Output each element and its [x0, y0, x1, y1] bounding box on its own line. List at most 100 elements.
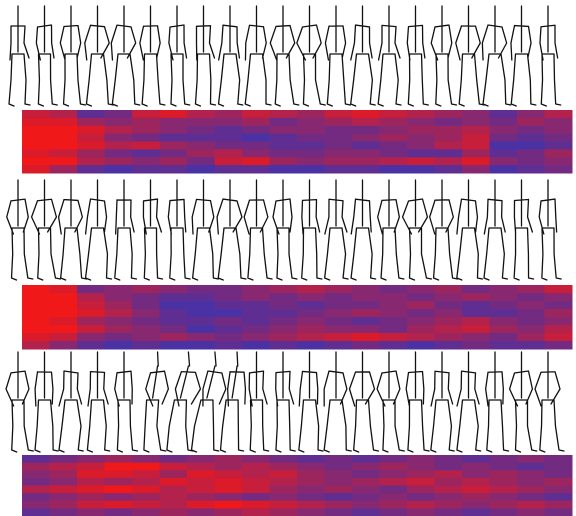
heatmap-cell — [215, 157, 243, 165]
heatmap-cell — [352, 333, 380, 342]
heatmap-cell — [270, 285, 298, 294]
stick-figure — [221, 352, 246, 452]
heatmap-cell — [490, 341, 518, 350]
heatmap-cell — [215, 333, 243, 342]
heatmap-cell — [22, 508, 50, 516]
heatmap-cell — [215, 341, 243, 350]
heatmap-cell — [490, 325, 518, 334]
stick-figure — [32, 180, 61, 280]
heatmap-cell — [105, 486, 133, 494]
stick-figure — [351, 6, 375, 106]
heatmap-cell — [407, 463, 435, 471]
stick-figure — [59, 352, 83, 452]
heatmap-cell — [160, 333, 188, 342]
heatmap-cell — [105, 149, 133, 157]
heatmap-cell — [105, 493, 133, 501]
stick-figure — [514, 180, 533, 280]
heatmap-cell — [462, 118, 490, 126]
heatmap-cell — [105, 508, 133, 516]
heatmap-cell — [187, 463, 215, 471]
heatmap-cell — [297, 325, 325, 334]
heatmap-cell — [132, 317, 160, 326]
heatmap-cell — [435, 333, 463, 342]
heatmap-cell — [380, 126, 408, 134]
heatmap-cell — [352, 142, 380, 150]
heatmap-cell — [215, 463, 243, 471]
heatmap-cell — [325, 463, 353, 471]
heatmap-cell — [462, 165, 490, 173]
heatmap-cell — [160, 110, 188, 118]
heatmap-cell — [270, 463, 298, 471]
heatmap-cell — [242, 470, 270, 478]
heatmap-cell — [77, 478, 105, 486]
heatmap-cell — [380, 341, 408, 350]
heatmap-cell — [297, 478, 325, 486]
stick-figure — [540, 6, 561, 106]
heatmap-cell — [50, 309, 78, 318]
heatmap-cell — [77, 463, 105, 471]
heatmap-cell — [77, 142, 105, 150]
heatmap-cell — [517, 142, 545, 150]
heatmap-cell — [160, 493, 188, 501]
heatmap-cell — [380, 165, 408, 173]
stick-figure — [219, 6, 243, 106]
heatmap-cell — [160, 126, 188, 134]
heatmap-cell — [50, 157, 78, 165]
heatmap-cell — [380, 463, 408, 471]
heatmap-cell — [517, 149, 545, 157]
heatmap-cell — [545, 309, 573, 318]
heatmap-cell — [270, 470, 298, 478]
heatmap-cell — [187, 493, 215, 501]
heatmap-cell — [325, 309, 353, 318]
heatmap-cell — [545, 493, 573, 501]
heatmap-cell — [215, 317, 243, 326]
heatmap-cell — [462, 301, 490, 310]
stick-figure — [407, 6, 428, 106]
heatmap-cell — [380, 486, 408, 494]
stick-figure — [35, 352, 58, 452]
heatmap-cell — [105, 134, 133, 142]
heatmap-cell — [132, 501, 160, 509]
stick-figure — [244, 180, 272, 280]
heatmap-cell — [352, 486, 380, 494]
heatmap-cell — [297, 470, 325, 478]
stick-figure — [9, 6, 30, 106]
heatmap-cell — [187, 478, 215, 486]
heatmap-cell — [105, 110, 133, 118]
stick-figure — [351, 180, 376, 280]
heatmap-cell — [77, 118, 105, 126]
stick-figure — [276, 352, 295, 452]
heatmap-cell — [380, 317, 408, 326]
heatmap-cell — [380, 325, 408, 334]
heatmap-cell — [50, 293, 78, 302]
heatmap-cell — [160, 157, 188, 165]
heatmap-cell — [517, 501, 545, 509]
heatmap-cell — [77, 470, 105, 478]
heatmap-cell — [242, 325, 270, 334]
heatmap-cell — [435, 317, 463, 326]
heatmap-cell — [215, 501, 243, 509]
heatmap-cell — [325, 157, 353, 165]
heatmap-cell — [297, 293, 325, 302]
heatmap-cell — [77, 325, 105, 334]
stick-figure — [378, 6, 401, 106]
heatmap-cell — [187, 118, 215, 126]
stick-figure — [245, 6, 271, 106]
heatmap-cell — [462, 149, 490, 157]
heatmap-cell — [22, 142, 50, 150]
stick-figure — [60, 6, 85, 106]
heatmap-cell — [435, 301, 463, 310]
heatmap-cell — [545, 134, 573, 142]
heatmap-cell — [22, 317, 50, 326]
stick-figure — [457, 180, 483, 280]
stick-figure — [115, 352, 138, 452]
heatmap-cell — [517, 463, 545, 471]
heatmap-cell — [325, 149, 353, 157]
heatmap-cell — [352, 470, 380, 478]
heatmap-cell — [297, 501, 325, 509]
heatmap-cell — [490, 463, 518, 471]
heatmap-cell — [187, 293, 215, 302]
heatmap-cell — [215, 493, 243, 501]
heatmap-cell — [352, 293, 380, 302]
heatmap-cell — [132, 309, 160, 318]
